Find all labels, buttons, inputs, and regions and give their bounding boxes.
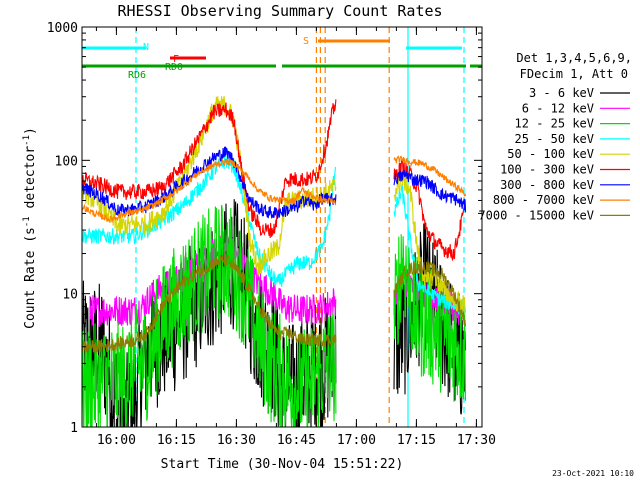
y-tick-label: 1 bbox=[70, 421, 78, 436]
series-line bbox=[82, 99, 337, 239]
y-axis-label: Count Rate (s-1 detector-1) bbox=[22, 127, 38, 329]
chart-title: RHESSI Observing Summary Count Rates bbox=[117, 2, 442, 20]
series-line-segment-2 bbox=[393, 159, 467, 262]
series-line bbox=[82, 204, 337, 427]
legend-label: 100 - 300 keV bbox=[500, 163, 594, 177]
series-6 bbox=[82, 99, 467, 262]
series-line-segment-2 bbox=[393, 155, 467, 197]
series-line bbox=[82, 154, 337, 288]
series-9 bbox=[82, 251, 467, 354]
series-line bbox=[82, 96, 337, 276]
plot-frame bbox=[81, 26, 483, 428]
legend-label: 6 - 12 keV bbox=[522, 101, 594, 115]
legend-label: 50 - 100 keV bbox=[507, 147, 594, 161]
render-timestamp: 23-Oct-2021 10:10 bbox=[552, 469, 634, 478]
x-tick-label: 17:30 bbox=[457, 433, 496, 448]
y-axis-label-end: ) bbox=[23, 127, 38, 135]
legend-label: 25 - 50 keV bbox=[515, 132, 594, 146]
series-group bbox=[82, 96, 467, 427]
legend-label: 7000 - 15000 keV bbox=[478, 208, 594, 222]
series-line-segment-2 bbox=[393, 259, 467, 327]
x-tick-label: 17:00 bbox=[337, 433, 376, 448]
y-tick-label: 100 bbox=[55, 154, 78, 169]
series-line-segment-2 bbox=[393, 234, 467, 402]
legend-label: 12 - 25 keV bbox=[515, 117, 594, 131]
series-3 bbox=[82, 204, 467, 427]
x-tick-label: 16:45 bbox=[277, 433, 316, 448]
x-tick-label: 16:30 bbox=[217, 433, 256, 448]
x-tick-label: 16:00 bbox=[97, 433, 136, 448]
y-axis-label-mid: detector bbox=[23, 146, 38, 217]
y-tick-label: 10 bbox=[62, 288, 78, 303]
legend-label: 3 - 6 keV bbox=[529, 86, 594, 100]
x-tick-label: 16:15 bbox=[157, 433, 196, 448]
flag-label: RD6 bbox=[128, 70, 146, 81]
x-tick-label: 17:15 bbox=[397, 433, 436, 448]
series-line bbox=[82, 157, 337, 224]
series-8 bbox=[82, 155, 467, 224]
flag-label: N bbox=[143, 42, 149, 53]
axes-group: 16:00 16:15 16:30 16:45 17:00 17:15 17:30 1 10 10… bbox=[47, 21, 496, 448]
y-axis-label-sup1: -1 bbox=[22, 216, 32, 227]
flag-label: S bbox=[303, 36, 309, 47]
y-tick-label: 1000 bbox=[47, 21, 78, 36]
series-line bbox=[82, 251, 337, 354]
legend-header-line-2: FDecim 1, Att 0 bbox=[520, 67, 628, 81]
legend-label: 300 - 800 keV bbox=[500, 178, 594, 192]
y-axis-label-sup2: -1 bbox=[22, 135, 32, 146]
y-axis-label-main: Count Rate (s bbox=[23, 227, 38, 329]
x-axis-label: Start Time (30-Nov-04 15:51:22) bbox=[161, 457, 404, 472]
legend-label: 800 - 7000 keV bbox=[493, 193, 594, 207]
legend-header-line-1: Det 1,3,4,5,6,9, bbox=[516, 51, 632, 65]
flag-label: F bbox=[173, 54, 179, 65]
flag-label: RD0 bbox=[165, 62, 183, 73]
series-line-segment-2 bbox=[393, 170, 467, 213]
